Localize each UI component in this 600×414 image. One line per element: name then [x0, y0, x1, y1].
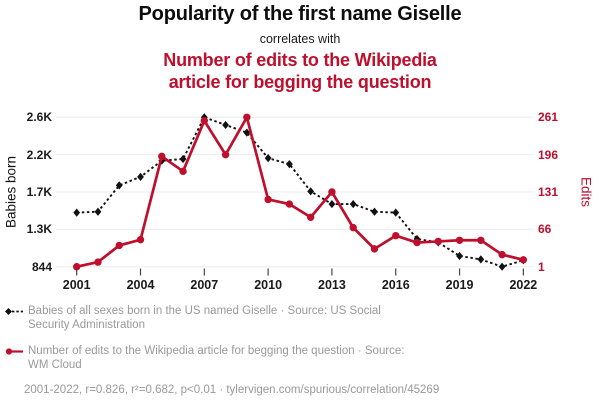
x-tick-label: 2010	[254, 278, 283, 292]
data-point-circle	[179, 167, 187, 176]
data-point-diamond	[371, 207, 378, 216]
data-point-diamond	[94, 207, 102, 216]
legend-line: Security Administration	[28, 319, 145, 331]
y-tick-label-right: 261	[538, 110, 559, 125]
legend-item-edits: Number of edits to the Wikipedia article…	[5, 344, 405, 372]
data-point-diamond	[264, 154, 272, 163]
data-point-circle	[136, 235, 145, 244]
data-point-diamond	[456, 251, 463, 261]
data-point-circle	[200, 117, 209, 125]
y-tick-label-right: 1	[538, 259, 545, 274]
data-point-diamond	[307, 187, 315, 196]
data-point-diamond	[222, 120, 229, 130]
data-point-diamond	[349, 199, 357, 209]
data-point-diamond	[115, 181, 123, 190]
data-point-circle	[519, 256, 528, 264]
black-dashed-series-icon	[5, 308, 23, 315]
data-point-diamond	[243, 128, 251, 137]
y-tick-label-left: 1.3K	[26, 222, 52, 237]
data-point-circle	[328, 188, 336, 196]
y-tick-label-left: 2.6K	[26, 110, 52, 125]
correlates-with-label: correlates with	[259, 32, 341, 46]
data-point-circle	[115, 241, 123, 250]
data-point-diamond	[328, 199, 336, 209]
x-tick-label: 2016	[381, 278, 410, 292]
stats-citation: 2001-2022, r=0.826, r²=0.682, p<0.01 · t…	[24, 384, 440, 396]
data-point-diamond	[179, 154, 187, 164]
data-point-circle	[370, 245, 379, 253]
data-point-circle	[349, 223, 357, 232]
page-title: Popularity of the first name Giselle	[138, 3, 462, 25]
y-tick-label-left: 844	[31, 259, 52, 274]
x-tick-label: 2019	[445, 278, 474, 292]
data-point-circle	[306, 213, 315, 221]
legend-line: Babies of all sexes born in the US named…	[28, 305, 381, 317]
data-point-diamond	[477, 255, 485, 264]
legend-item-babies: Babies of all sexes born in the US named…	[5, 304, 381, 332]
y-tick-label-left: 2.2K	[26, 147, 52, 162]
x-tick-label: 2007	[190, 278, 219, 292]
data-point-circle	[285, 200, 294, 208]
y-tick-label-left: 1.7K	[26, 185, 52, 199]
chart-subtitle: Number of edits to the Wikipedia article…	[0, 50, 600, 93]
data-point-circle	[498, 250, 506, 259]
data-point-circle	[243, 113, 251, 122]
y-tick-label-right: 131	[538, 185, 559, 199]
chart-subtitle-line: article for begging the question	[168, 71, 432, 92]
legend-line: Number of edits to the Wikipedia article…	[28, 345, 405, 357]
chart-subtitle-line: Number of edits to the Wikipedia	[163, 50, 437, 70]
x-tick-label: 2001	[62, 278, 91, 292]
data-point-circle	[392, 231, 400, 240]
x-tick-label: 2004	[126, 278, 155, 292]
data-point-circle	[434, 237, 442, 246]
y-tick-label-right: 66	[538, 222, 552, 237]
x-tick-label: 2022	[509, 278, 538, 292]
series-line-edits	[75, 115, 525, 269]
legend-line: WM Cloud	[28, 359, 82, 371]
red-solid-series-icon	[5, 348, 23, 355]
data-point-circle	[94, 258, 102, 266]
data-point-circle	[413, 238, 421, 247]
legend-text-babies: Babies of all sexes born in the US named…	[28, 304, 381, 332]
data-point-circle	[477, 236, 485, 244]
data-point-diamond	[286, 159, 293, 169]
series-line-babies	[76, 116, 524, 268]
data-point-circle	[73, 263, 81, 271]
y-tick-label-right: 196	[538, 147, 559, 162]
data-point-diamond	[137, 172, 144, 181]
x-tick-label: 2013	[318, 278, 346, 292]
data-point-diamond	[392, 208, 400, 217]
data-point-diamond	[73, 208, 81, 217]
data-point-circle	[221, 150, 230, 159]
data-point-circle	[158, 152, 166, 161]
data-point-diamond	[498, 262, 506, 271]
data-point-circle	[264, 195, 272, 204]
legend-text-edits: Number of edits to the Wikipedia article…	[28, 344, 405, 372]
data-point-circle	[455, 236, 464, 244]
